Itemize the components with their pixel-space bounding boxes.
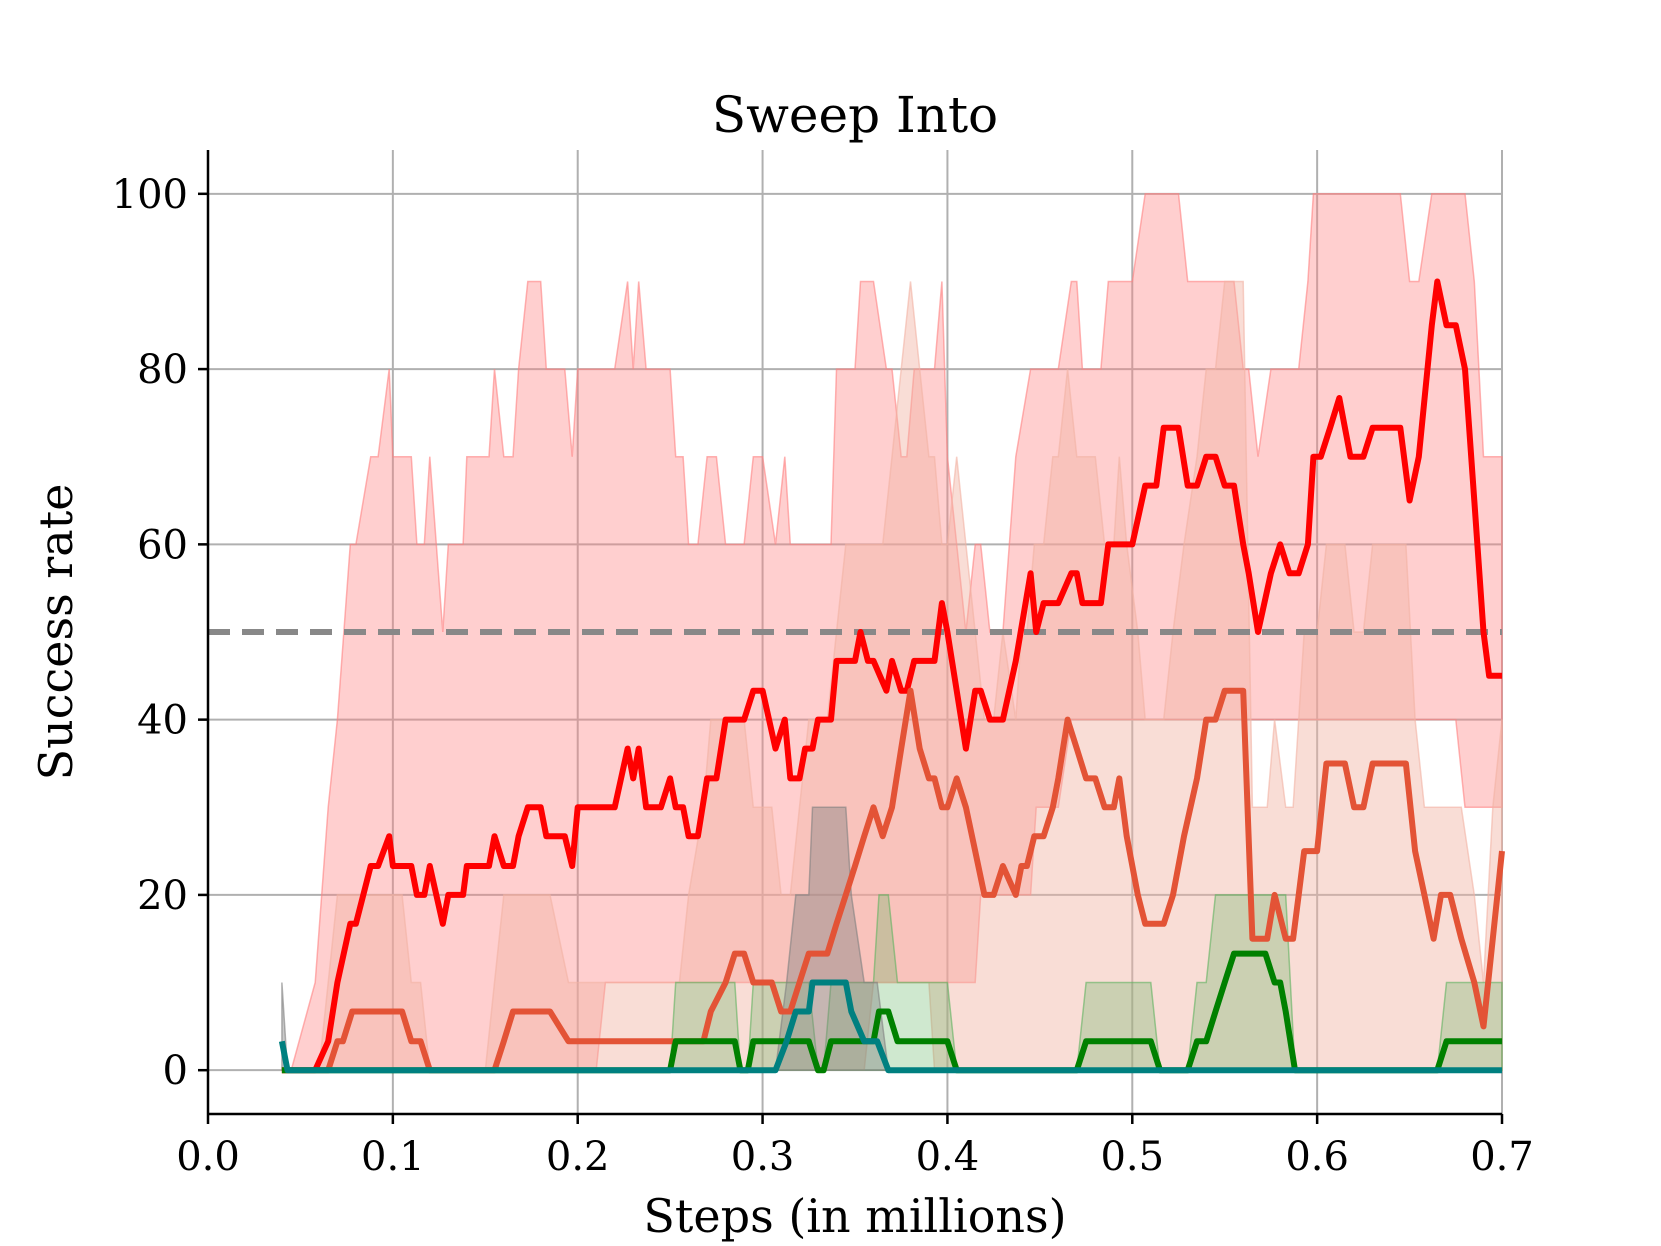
- x-tick-label: 0.4: [916, 1134, 980, 1180]
- x-tick-label: 0.1: [361, 1134, 425, 1180]
- x-tick-label: 0.7: [1470, 1134, 1534, 1180]
- line-series-4: [278, 979, 1502, 1074]
- chart-title: Sweep Into: [712, 86, 998, 144]
- line-series-1: [281, 278, 1502, 1074]
- y-tick-label: 20: [137, 873, 188, 919]
- x-tick-label: 0.5: [1100, 1134, 1164, 1180]
- line-series-2: [281, 687, 1505, 1074]
- axes: [198, 150, 1504, 1124]
- series-lines: [278, 278, 1505, 1074]
- x-tick-label: 0.2: [546, 1134, 610, 1180]
- y-tick-label: 0: [163, 1048, 188, 1094]
- y-tick-labels: 0 20 40 60 80 100: [112, 172, 188, 1094]
- y-tick-label: 60: [137, 522, 188, 568]
- y-tick-label: 80: [137, 347, 188, 393]
- y-axis-label: Success rate: [29, 484, 83, 781]
- x-tick-label: 0.0: [176, 1134, 240, 1180]
- x-tick-label: 0.6: [1285, 1134, 1349, 1180]
- y-tick-label: 40: [137, 698, 188, 744]
- y-tick-label: 100: [112, 172, 188, 218]
- x-tick-labels: 0.0 0.1 0.2 0.3 0.4 0.5 0.6 0.7: [176, 1134, 1534, 1180]
- x-tick-label: 0.3: [731, 1134, 795, 1180]
- line-series-3: [281, 950, 1502, 1074]
- x-axis-label: Steps (in millions): [643, 1189, 1066, 1243]
